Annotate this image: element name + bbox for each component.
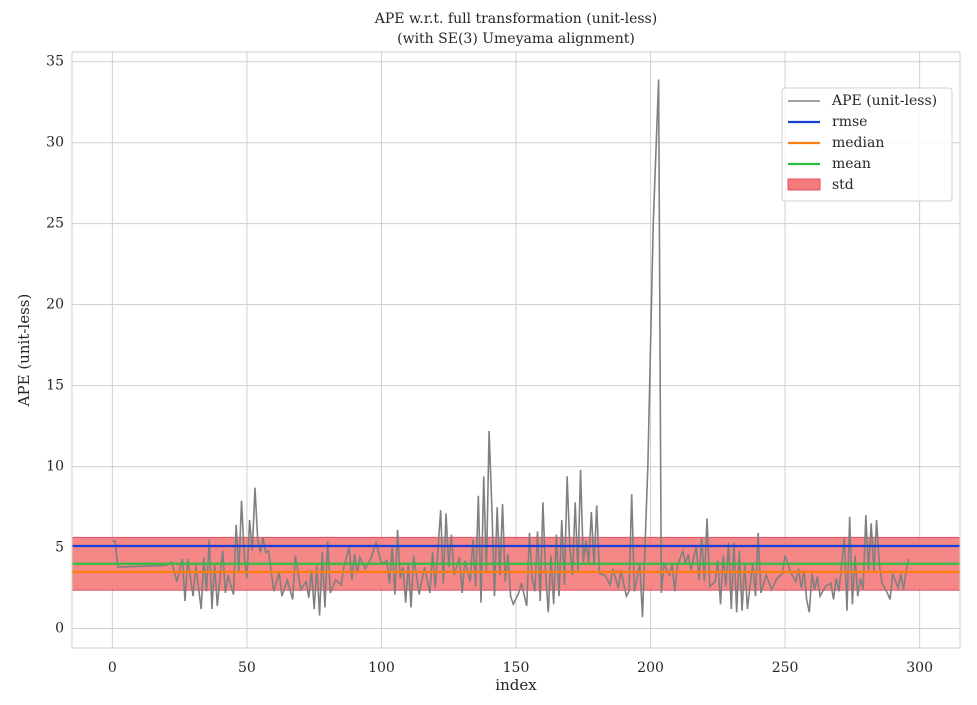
x-axis-label: index bbox=[495, 676, 537, 694]
legend-label: std bbox=[832, 177, 854, 193]
x-tick-label: 200 bbox=[637, 660, 664, 676]
x-tick-label: 0 bbox=[108, 660, 117, 676]
legend-box bbox=[781, 87, 953, 202]
x-tick-label: 50 bbox=[238, 660, 256, 676]
x-tick-label: 100 bbox=[368, 660, 395, 676]
y-tick-label: 5 bbox=[55, 540, 64, 556]
legend-label: mean bbox=[832, 156, 871, 172]
y-axis-label: APE (unit-less) bbox=[15, 294, 33, 408]
plot-frame bbox=[71, 51, 961, 649]
legend-swatch bbox=[787, 178, 821, 191]
x-tick-label: 300 bbox=[906, 660, 933, 676]
y-tick-label: 10 bbox=[46, 459, 64, 475]
chart-title: APE w.r.t. full transformation (unit-les… bbox=[374, 11, 657, 27]
legend-label: rmse bbox=[832, 114, 867, 130]
y-tick-label: 20 bbox=[46, 297, 64, 313]
legend-label: median bbox=[832, 135, 884, 151]
y-tick-label: 15 bbox=[46, 378, 64, 394]
y-tick-label: 35 bbox=[46, 54, 64, 70]
plot-area bbox=[72, 79, 960, 618]
x-tick-label: 250 bbox=[772, 660, 799, 676]
legend: APE (unit-less) rmse median mean std bbox=[781, 87, 953, 202]
legend-label: APE (unit-less) bbox=[831, 93, 937, 109]
chart-subtitle: (with SE(3) Umeyama alignment) bbox=[397, 31, 635, 47]
y-tick-label: 25 bbox=[46, 216, 64, 232]
y-tick-label: 30 bbox=[46, 135, 64, 151]
y-tick-label: 0 bbox=[55, 621, 64, 637]
x-tick-label: 150 bbox=[503, 660, 530, 676]
